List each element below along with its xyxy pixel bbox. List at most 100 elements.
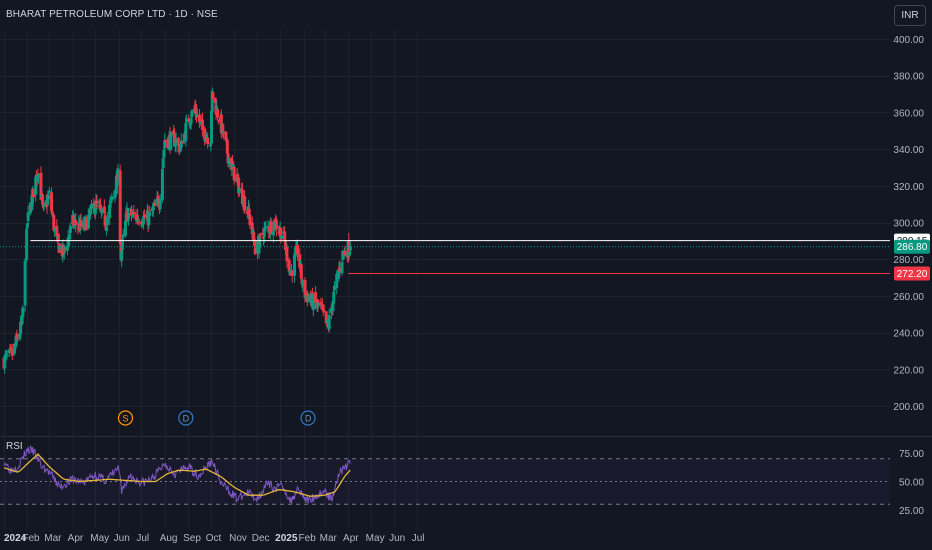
candle-body <box>177 144 181 153</box>
candle-body <box>235 174 239 179</box>
x-tick-label: May <box>366 533 385 544</box>
x-tick-label: Nov <box>229 533 247 544</box>
candle-body <box>157 200 161 207</box>
candle-body <box>306 296 310 303</box>
candle-body <box>211 92 215 99</box>
candle-body <box>289 272 293 275</box>
candle-body <box>206 137 210 144</box>
candle-body <box>179 146 183 151</box>
event-marker[interactable] <box>117 410 134 426</box>
candle-body <box>121 234 125 238</box>
candle-body <box>161 158 165 169</box>
candle-body <box>262 236 266 239</box>
rsi-title: RSI <box>6 441 23 452</box>
candle-body <box>79 219 83 227</box>
candle-body <box>264 226 268 228</box>
candle-body <box>68 225 72 233</box>
candle-body <box>234 177 238 183</box>
candle-body <box>203 128 207 141</box>
candle-body <box>232 166 236 181</box>
candle-body <box>176 137 180 144</box>
x-tick-label: Oct <box>206 533 222 544</box>
candle-body <box>52 215 56 231</box>
candle-body <box>226 153 230 164</box>
currency-button[interactable]: INR <box>894 5 926 26</box>
candle-body <box>9 346 13 349</box>
candle-body <box>225 139 229 154</box>
candle-body <box>3 355 7 369</box>
candle-body <box>124 212 128 223</box>
candle-body <box>166 137 170 150</box>
candle-body <box>55 225 59 237</box>
candle-body <box>76 227 80 229</box>
candle-body <box>65 246 69 251</box>
candle-body <box>332 286 336 291</box>
candle-body <box>174 139 178 146</box>
candle-body <box>147 213 151 226</box>
candle-body <box>325 320 329 324</box>
candle-body <box>199 120 203 123</box>
candle-body <box>95 200 99 204</box>
candle-body <box>123 220 127 236</box>
candle-body <box>331 301 335 312</box>
candle-body <box>40 194 44 203</box>
candle-body <box>151 207 155 211</box>
candle-body <box>35 175 39 182</box>
candle-body <box>62 246 66 253</box>
candle-body <box>136 219 140 221</box>
candle-body <box>274 219 278 230</box>
event-marker[interactable] <box>178 410 194 426</box>
candle-body <box>309 300 313 303</box>
candle-body <box>24 258 28 262</box>
candle-body <box>53 228 57 231</box>
candle-body <box>116 168 120 183</box>
candle-body <box>84 219 88 231</box>
candle-body <box>8 348 12 350</box>
candle-body <box>277 231 281 233</box>
candle-body <box>114 176 118 194</box>
candle-body <box>298 254 302 268</box>
candle-body <box>329 307 333 313</box>
candle-body <box>224 131 228 140</box>
candle-body <box>287 259 291 272</box>
candle-body <box>31 188 35 198</box>
support-price-tag: 272.20 <box>897 269 928 280</box>
candlestick-series <box>2 87 352 374</box>
candle-body <box>200 119 204 130</box>
candle-body <box>341 250 345 260</box>
event-marker[interactable] <box>300 410 316 426</box>
candle-body <box>99 204 103 210</box>
y-tick-label: 320.00 <box>893 182 924 193</box>
candle-body <box>39 172 43 200</box>
x-tick-label: Feb <box>22 533 40 544</box>
candle-body <box>169 132 173 151</box>
candle-body <box>308 294 312 301</box>
candle-body <box>303 280 307 298</box>
y-tick-label: 360.00 <box>893 108 924 119</box>
candle-body <box>111 196 115 200</box>
candle-body <box>184 123 188 142</box>
candle-body <box>108 204 112 218</box>
x-tick-label: Sep <box>183 533 201 544</box>
chart-title: BHARAT PETROLEUM CORP LTD · 1D · NSE <box>6 9 218 20</box>
candle-body <box>319 302 323 305</box>
x-tick-label: Apr <box>343 533 359 544</box>
y-tick-label: 400.00 <box>893 35 924 46</box>
candle-body <box>259 233 263 235</box>
candle-body <box>187 118 191 123</box>
candle-body <box>25 228 29 260</box>
candle-body <box>185 119 189 123</box>
candle-body <box>16 338 20 340</box>
candle-body <box>257 244 261 254</box>
candle-body <box>261 232 265 235</box>
event-marker-label: D <box>183 414 190 424</box>
candle-body <box>326 323 330 327</box>
candle-body <box>335 273 339 289</box>
candle-body <box>83 218 87 227</box>
candle-body <box>7 349 11 354</box>
candle-body <box>213 97 217 104</box>
candle-body <box>197 114 201 123</box>
candle-body <box>68 234 72 240</box>
last-price-tag-bg <box>894 239 930 254</box>
